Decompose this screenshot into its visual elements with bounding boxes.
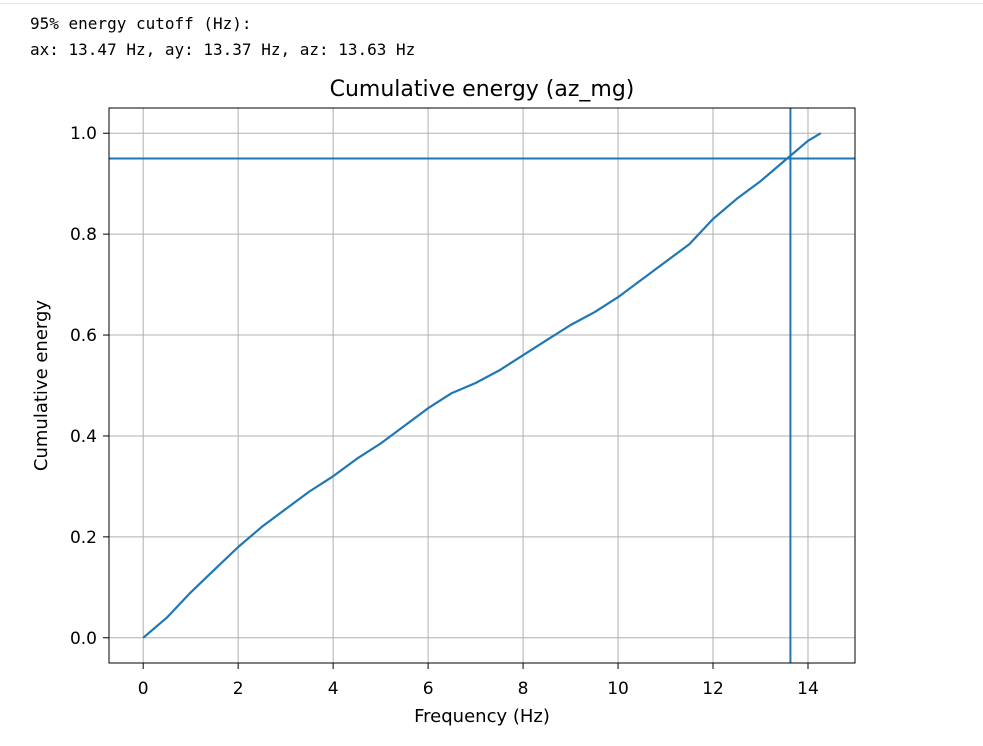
y-tick-label: 0.0: [70, 629, 97, 649]
output-line-cutoff-values: ax: 13.47 Hz, ay: 13.37 Hz, az: 13.63 Hz: [30, 40, 416, 59]
y-tick-label: 1.0: [70, 124, 97, 144]
axis-ticks: 0 2 4 6 8 10 12 14 0.0 0.2 0.4 0.6 0.8 1.0: [70, 124, 819, 699]
y-tick-label: 0.2: [70, 528, 97, 548]
reference-lines: [109, 108, 855, 663]
x-tick-label: 14: [797, 679, 819, 699]
x-tick-label: 0: [138, 679, 149, 699]
grid-lines: [109, 108, 855, 663]
y-tick-label: 0.8: [70, 225, 97, 245]
x-tick-label: 6: [423, 679, 434, 699]
x-tick-label: 8: [518, 679, 529, 699]
chart-title: Cumulative energy (az_mg): [330, 77, 635, 102]
x-tick-label: 10: [607, 679, 629, 699]
output-line-cutoff-heading: 95% energy cutoff (Hz):: [30, 14, 252, 33]
output-separator: [0, 3, 983, 4]
x-axis-label: Frequency (Hz): [414, 706, 550, 727]
series-layer: [142, 132, 822, 639]
y-tick-label: 0.4: [70, 427, 97, 447]
y-axis-label: Cumulative energy: [31, 300, 52, 472]
x-tick-label: 4: [328, 679, 339, 699]
cumulative-energy-line: [142, 132, 822, 639]
y-tick-label: 0.6: [70, 326, 97, 346]
x-tick-label: 2: [233, 679, 244, 699]
plot-frame: [108, 107, 856, 664]
x-tick-label: 12: [702, 679, 724, 699]
